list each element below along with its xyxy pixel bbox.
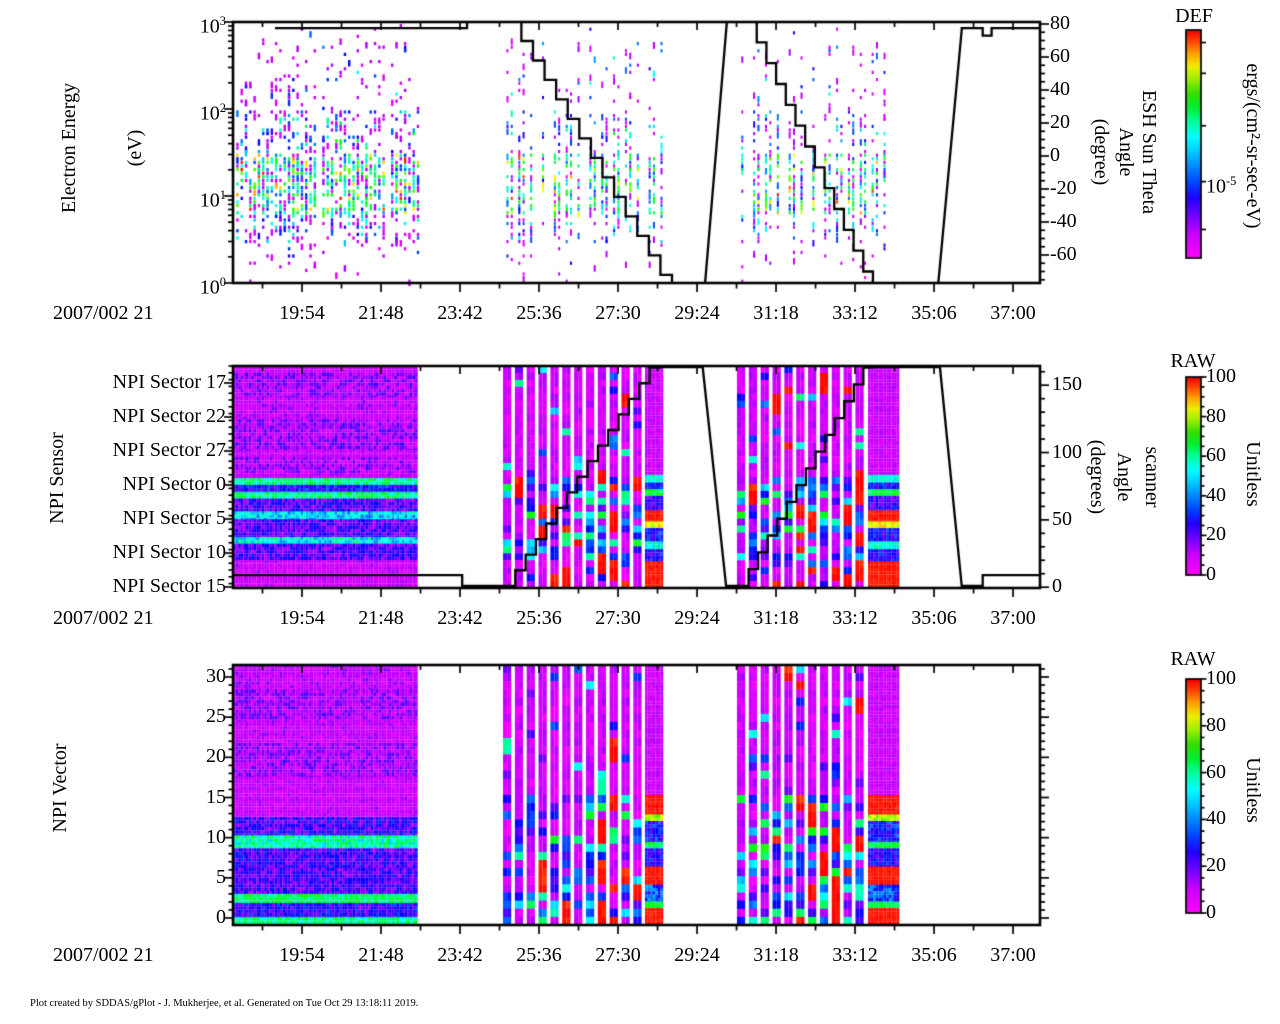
p1-right-axis-title-line1: ESH Sun Theta — [1138, 89, 1160, 215]
p1-colorbar-title: DEF — [1175, 5, 1213, 27]
p2-x-axis-date-label: 2007/002 21 — [53, 607, 154, 629]
p2-right-axis-title-line1: scanner — [1141, 446, 1163, 508]
p2-colorbar-unit-label: Unitless — [1242, 441, 1264, 507]
p1-right-axis-title-line3: (degree) — [1090, 118, 1112, 186]
p1-y-axis-title-line2: (eV) — [124, 129, 146, 167]
p1-y-axis-title-line1: Electron Energy — [58, 82, 80, 214]
p2-colorbar-title: RAW — [1170, 350, 1216, 372]
plot-credit-footer: Plot created by SDDAS/gPlot - J. Mukherj… — [30, 998, 419, 1009]
p3-x-axis-date-label: 2007/002 21 — [53, 944, 154, 966]
p3-y-axis-title: NPI Vector — [49, 743, 71, 833]
p2-y-axis-title: NPI Sensor — [46, 432, 68, 524]
p3-colorbar-unit-label: Unitless — [1242, 757, 1264, 823]
p2-right-axis-title-line2: Angle — [1113, 452, 1135, 502]
p3-colorbar-title: RAW — [1170, 648, 1216, 670]
p1-x-axis-date-label: 2007/002 21 — [53, 302, 154, 324]
p1-colorbar-unit-label: ergs/(cm²-sr-sec-eV) — [1242, 63, 1264, 229]
p1-right-axis-title-line2: Angle — [1115, 127, 1137, 177]
p2-right-axis-title-line3: (degrees) — [1086, 439, 1108, 515]
